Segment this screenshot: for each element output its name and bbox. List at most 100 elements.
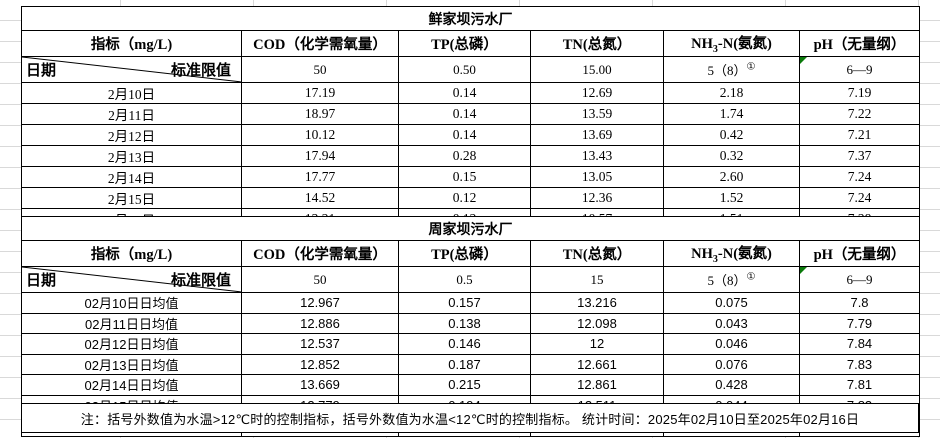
standard-limit-row: 日期 标准限值 50 0.5 15 5（8）① 6—9 xyxy=(21,266,921,293)
row-date: 02月11日日均值 xyxy=(21,312,242,334)
row-ph: 7.24 xyxy=(798,187,921,209)
table-row: 2月12日 10.12 0.14 13.69 0.42 7.21 xyxy=(21,124,921,146)
header-nh3-suffix: -N(氨氮) xyxy=(717,36,772,53)
row-cod: 18.97 xyxy=(241,103,399,125)
table-row: 02月13日日均值 12.852 0.187 12.661 0.076 7.83 xyxy=(21,353,921,375)
header-nh3n: NH3-N(氨氮) xyxy=(663,240,800,267)
row-nh3n: 1.74 xyxy=(663,103,800,125)
row-tn: 12.861 xyxy=(530,374,664,396)
standard-cod: 50 xyxy=(241,56,399,83)
row-tn: 13.59 xyxy=(530,103,664,125)
plant-title: 鲜家坝污水厂 xyxy=(20,6,921,31)
header-cod: COD（化学需氧量） xyxy=(241,240,399,267)
corner-diagonal-cell: 日期 标准限值 xyxy=(21,266,242,293)
row-cod: 17.77 xyxy=(241,166,399,188)
row-ph: 7.84 xyxy=(798,333,921,355)
header-tn-text: TN(总氮 xyxy=(562,37,617,53)
row-nh3n: 0.32 xyxy=(663,145,800,167)
header-tn: TN(总氮） xyxy=(530,240,664,267)
row-tp: 0.14 xyxy=(398,103,531,125)
table-row: 2月13日 17.94 0.28 13.43 0.32 7.37 xyxy=(21,145,921,167)
corner-label-date: 日期 xyxy=(26,273,57,289)
row-nh3n: 2.18 xyxy=(663,82,800,104)
row-tn: 12.69 xyxy=(530,82,664,104)
row-tp: 0.157 xyxy=(398,292,531,314)
table-header-row: 指标（mg/L) COD（化学需氧量） TP(总磷） TN(总氮） NH3-N(… xyxy=(21,240,921,267)
row-ph: 7.8 xyxy=(798,292,921,314)
row-nh3n: 1.52 xyxy=(663,187,800,209)
row-nh3n: 0.043 xyxy=(663,312,800,334)
table-title-row: 鲜家坝污水厂 xyxy=(20,6,921,31)
header-tp: TP(总磷） xyxy=(398,30,531,57)
header-tp: TP(总磷） xyxy=(398,240,531,267)
footnote-text: 注：括号外数值为水温>12℃时的控制指标，括号外数值为水温<12℃时的控制指标。… xyxy=(21,403,919,433)
standard-cod: 50 xyxy=(241,266,399,293)
row-ph: 7.37 xyxy=(798,145,921,167)
row-cod: 13.669 xyxy=(241,374,399,396)
row-date: 02月13日日均值 xyxy=(21,353,242,375)
table-row: 2月14日 17.77 0.15 13.05 2.60 7.24 xyxy=(21,166,921,188)
header-tp-text: TP(总磷 xyxy=(431,247,484,263)
row-ph: 7.81 xyxy=(798,374,921,396)
header-cod: COD（化学需氧量） xyxy=(241,30,399,57)
header-index: 指标（mg/L) xyxy=(21,30,242,57)
row-date: 2月10日 xyxy=(21,82,242,104)
header-index: 指标（mg/L) xyxy=(21,240,242,267)
standard-nh3n: 5（8）① xyxy=(663,266,800,293)
header-nh3-prefix: NH xyxy=(691,246,713,263)
header-tn-paren: ） xyxy=(616,37,632,53)
row-cod: 10.12 xyxy=(241,124,399,146)
header-nh3-prefix: NH xyxy=(691,36,713,53)
standard-tn: 15 xyxy=(530,266,664,293)
standard-ph-value: 6—9 xyxy=(846,61,873,77)
table-row: 02月11日日均值 12.886 0.138 12.098 0.043 7.79 xyxy=(21,312,921,334)
row-tp: 0.138 xyxy=(398,312,531,334)
header-index-label: 指标（mg/L) xyxy=(90,247,173,263)
row-tn: 13.43 xyxy=(530,145,664,167)
row-date: 02月12日日均值 xyxy=(21,333,242,355)
row-tp: 0.146 xyxy=(398,333,531,355)
row-date: 02月10日日均值 xyxy=(21,292,242,314)
row-nh3n: 0.046 xyxy=(663,333,800,355)
row-tn: 12 xyxy=(530,333,664,355)
row-tn: 13.05 xyxy=(530,166,664,188)
corner-diagonal-cell: 日期 标准限值 xyxy=(21,56,242,83)
row-cod: 12.886 xyxy=(241,312,399,334)
table-row: 2月10日 17.19 0.14 12.69 2.18 7.19 xyxy=(21,82,921,104)
row-tp: 0.14 xyxy=(398,124,531,146)
footnote-table: 注：括号外数值为水温>12℃时的控制指标，括号外数值为水温<12℃时的控制指标。… xyxy=(21,403,919,433)
header-index-label: 指标（mg/L) xyxy=(90,37,173,53)
row-cod: 12.967 xyxy=(241,292,399,314)
row-tn: 13.216 xyxy=(530,292,664,314)
row-tp: 0.28 xyxy=(398,145,531,167)
standard-ph: 6—9 xyxy=(798,266,921,293)
standard-nh3n: 5（8）① xyxy=(663,56,800,83)
row-nh3n: 0.42 xyxy=(663,124,800,146)
table-body-xianjiaba: 2月10日 17.19 0.14 12.69 2.18 7.19 2月11日 18.97 0.1… xyxy=(21,82,921,230)
table-row: 02月10日日均值 12.967 0.157 13.216 0.075 7.8 xyxy=(21,292,921,314)
row-date: 2月13日 xyxy=(21,145,242,167)
table-title-row: 周家坝污水厂 xyxy=(20,216,921,241)
row-cod: 14.52 xyxy=(241,187,399,209)
corner-label-date: 日期 xyxy=(26,63,57,79)
row-ph: 7.21 xyxy=(798,124,921,146)
header-tn-text: TN(总氮 xyxy=(562,247,617,263)
row-date: 2月12日 xyxy=(21,124,242,146)
standard-tp: 0.50 xyxy=(398,56,531,83)
table-xianjiaba: 鲜家坝污水厂 指标（mg/L) COD（化学需氧量） TP(总磷） TN(总氮）… xyxy=(20,6,921,230)
table-row: 2月11日 18.97 0.14 13.59 1.74 7.22 xyxy=(21,103,921,125)
row-ph: 7.22 xyxy=(798,103,921,125)
row-ph: 7.19 xyxy=(798,82,921,104)
footnote-marker: ① xyxy=(746,61,756,73)
standard-ph: 6—9 xyxy=(798,56,921,83)
row-ph: 7.83 xyxy=(798,353,921,375)
row-tn: 13.69 xyxy=(530,124,664,146)
row-tn: 12.36 xyxy=(530,187,664,209)
row-ph: 7.24 xyxy=(798,166,921,188)
row-cod: 12.537 xyxy=(241,333,399,355)
header-nh3-suffix: -N(氨氮) xyxy=(717,246,772,263)
header-tp-paren: ） xyxy=(483,37,498,53)
header-tn-paren: ） xyxy=(616,247,632,263)
row-tn: 12.661 xyxy=(530,353,664,375)
